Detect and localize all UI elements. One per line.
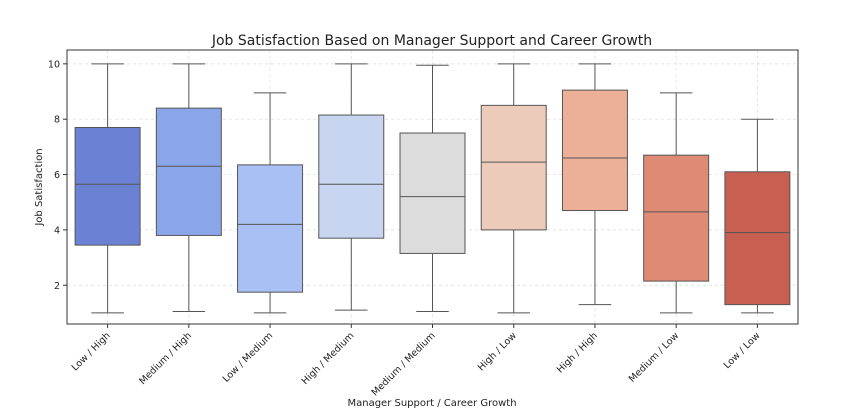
x-tick-label: Low / Medium	[221, 330, 275, 384]
box-iqr	[155, 107, 222, 236]
box-group	[724, 118, 791, 314]
x-tick-label: Medium / Medium	[370, 330, 438, 398]
x-tick-label: High / High	[555, 330, 600, 375]
x-tick-label: Low / Low	[722, 330, 763, 371]
y-tick-label: 8	[54, 115, 60, 126]
x-ticks: Low / High Medium / High Low / Medium High …	[70, 324, 763, 398]
box-iqr	[237, 164, 304, 293]
box-iqr	[724, 171, 791, 306]
box-group	[237, 92, 304, 314]
y-tick-label: 6	[54, 170, 60, 181]
box-iqr	[480, 104, 547, 231]
box-iqr	[643, 154, 710, 282]
y-ticks: 2 4 6 8 10	[48, 59, 67, 292]
box-iqr	[74, 126, 141, 246]
x-axis-label: Manager Support / Career Growth	[347, 398, 516, 409]
box-layer	[74, 63, 791, 314]
box-group	[643, 92, 710, 314]
x-tick-label: High / Low	[476, 330, 519, 373]
chart-title: Job Satisfaction Based on Manager Suppor…	[211, 33, 652, 49]
box-iqr	[318, 114, 385, 239]
x-tick-label: High / Medium	[300, 330, 357, 387]
box-group	[399, 64, 466, 313]
box-group	[318, 63, 385, 311]
box-group	[155, 63, 222, 313]
y-tick-label: 4	[54, 225, 60, 236]
box-iqr	[561, 89, 628, 212]
y-tick-label: 10	[48, 59, 60, 70]
x-tick-label: Medium / High	[137, 330, 194, 387]
box-group	[74, 63, 141, 314]
y-axis-label: Job Satisfaction	[34, 148, 45, 226]
x-tick-label: Low / High	[70, 330, 113, 373]
box-group	[561, 63, 628, 306]
box-iqr	[399, 132, 466, 254]
x-tick-label: Medium / Low	[627, 330, 682, 385]
box-group	[480, 63, 547, 314]
y-tick-label: 2	[54, 281, 60, 292]
